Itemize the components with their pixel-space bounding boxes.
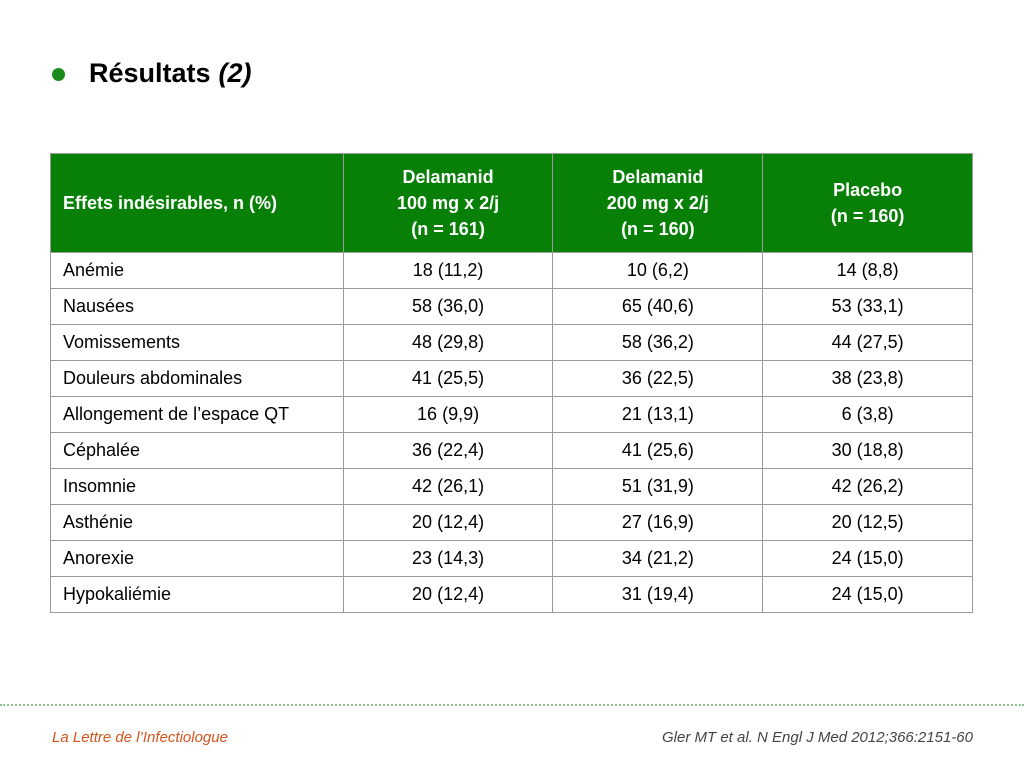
table-row: Asthénie 20 (12,4) 27 (16,9) 20 (12,5): [50, 504, 973, 541]
effect-name-cell: Hypokaliémie: [50, 576, 344, 613]
value-cell: 24 (15,0): [762, 576, 973, 613]
column-header: Placebo (n = 160): [762, 153, 973, 253]
effect-name-cell: Anorexie: [50, 540, 344, 577]
value-cell: 34 (21,2): [552, 540, 764, 577]
value-cell: 36 (22,4): [342, 432, 554, 469]
table-row: Anémie 18 (11,2) 10 (6,2) 14 (8,8): [50, 252, 973, 289]
value-cell: 6 (3,8): [762, 396, 973, 433]
value-cell: 18 (11,2): [342, 252, 554, 289]
column-header-line: 200 mg x 2/j: [606, 193, 709, 213]
value-cell: 65 (40,6): [552, 288, 764, 325]
journal-name: La Lettre de l’Infectiologue: [52, 729, 228, 746]
effect-name-cell: Allongement de l’espace QT: [50, 396, 344, 433]
value-cell: 41 (25,6): [552, 432, 764, 469]
effect-name-cell: Douleurs abdominales: [50, 360, 344, 397]
table-row: Hypokaliémie 20 (12,4) 31 (19,4) 24 (15,0): [50, 576, 973, 613]
bullet-icon: [52, 68, 65, 81]
value-cell: 23 (14,3): [342, 540, 554, 577]
column-header-line: Placebo: [833, 180, 903, 200]
value-cell: 42 (26,1): [342, 468, 554, 505]
column-header-line: 100 mg x 2/j: [397, 193, 500, 213]
column-header: Delamanid 200 mg x 2/j (n = 160): [552, 153, 764, 253]
value-cell: 10 (6,2): [552, 252, 764, 289]
value-cell: 58 (36,0): [342, 288, 554, 325]
column-header: Effets indésirables, n (%): [50, 153, 344, 253]
value-cell: 58 (36,2): [552, 324, 764, 361]
title-suffix: (2): [218, 58, 252, 88]
title-text: Résultats: [89, 58, 211, 88]
reference-citation: Gler MT et al. N Engl J Med 2012;366:215…: [661, 729, 973, 746]
effect-name-cell: Insomnie: [50, 468, 344, 505]
table-row: Douleurs abdominales 41 (25,5) 36 (22,5) 38…: [50, 360, 973, 397]
value-cell: 41 (25,5): [342, 360, 554, 397]
effect-name-cell: Céphalée: [50, 432, 344, 469]
value-cell: 16 (9,9): [342, 396, 554, 433]
table-row: Allongement de l’espace QT 16 (9,9) 21 (13…: [50, 396, 973, 433]
table-row: Anorexie 23 (14,3) 34 (21,2) 24 (15,0): [50, 540, 973, 577]
value-cell: 27 (16,9): [552, 504, 764, 541]
table-row: Insomnie 42 (26,1) 51 (31,9) 42 (26,2): [50, 468, 973, 505]
table-row: Céphalée 36 (22,4) 41 (25,6) 30 (18,8): [50, 432, 973, 469]
column-header-line: Delamanid: [402, 167, 494, 187]
value-cell: 44 (27,5): [762, 324, 973, 361]
value-cell: 30 (18,8): [762, 432, 973, 469]
value-cell: 14 (8,8): [762, 252, 973, 289]
column-header-line: (n = 160): [830, 206, 905, 226]
table-row: Nausées 58 (36,0) 65 (40,6) 53 (33,1): [50, 288, 973, 325]
value-cell: 38 (23,8): [762, 360, 973, 397]
table-header-row: Effets indésirables, n (%) Delamanid 100 m…: [50, 153, 973, 253]
column-header-line: (n = 160): [621, 219, 695, 239]
column-header-line: (n = 161): [411, 219, 485, 239]
table-row: Vomissements 48 (29,8) 58 (36,2) 44 (27,5): [50, 324, 973, 361]
effect-name-cell: Nausées: [50, 288, 344, 325]
value-cell: 31 (19,4): [552, 576, 764, 613]
footer-divider: [0, 704, 1024, 706]
column-header-line: Delamanid: [612, 167, 704, 187]
value-cell: 42 (26,2): [762, 468, 973, 505]
value-cell: 20 (12,4): [342, 576, 554, 613]
value-cell: 51 (31,9): [552, 468, 764, 505]
adverse-effects-table: Effets indésirables, n (%) Delamanid 100 m…: [50, 153, 973, 613]
value-cell: 24 (15,0): [762, 540, 973, 577]
slide-title: Résultats (2): [52, 58, 252, 89]
value-cell: 48 (29,8): [342, 324, 554, 361]
effect-name-cell: Asthénie: [50, 504, 344, 541]
effect-name-cell: Anémie: [50, 252, 344, 289]
value-cell: 36 (22,5): [552, 360, 764, 397]
value-cell: 53 (33,1): [762, 288, 973, 325]
effect-name-cell: Vomissements: [50, 324, 344, 361]
value-cell: 21 (13,1): [552, 396, 764, 433]
value-cell: 20 (12,4): [342, 504, 554, 541]
value-cell: 20 (12,5): [762, 504, 973, 541]
column-header-line: Effets indésirables, n (%): [63, 193, 278, 213]
column-header: Delamanid 100 mg x 2/j (n = 161): [342, 153, 554, 253]
